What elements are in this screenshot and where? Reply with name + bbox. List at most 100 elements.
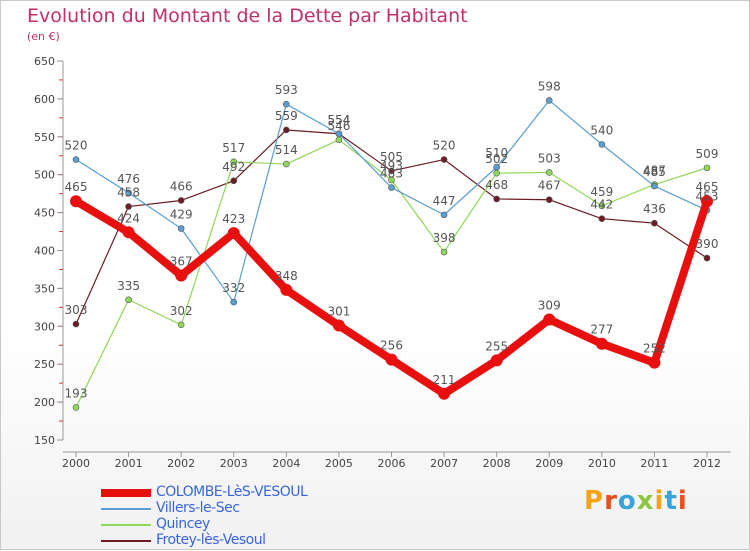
data-label: 520 [65, 139, 88, 153]
data-point [227, 227, 240, 240]
data-point [335, 136, 343, 144]
data-label: 398 [433, 231, 456, 245]
data-point [703, 164, 711, 172]
x-tick-label: 2008 [483, 457, 511, 470]
data-point [493, 163, 500, 171]
y-tick-label: 150 [34, 434, 55, 447]
data-label: 335 [117, 279, 140, 293]
data-label: 554 [327, 113, 350, 127]
legend-swatch [101, 540, 151, 542]
legend-label: Villers-le-Sec [156, 500, 240, 516]
y-tick-label: 650 [34, 55, 55, 68]
data-point [648, 356, 661, 369]
data-label: 540 [590, 123, 613, 137]
data-point [595, 337, 608, 350]
data-point [122, 226, 135, 239]
data-label: 458 [117, 186, 140, 200]
data-label: 509 [696, 147, 719, 161]
legend-swatch [101, 524, 151, 526]
data-label: 554 [327, 113, 350, 127]
data-point [70, 195, 82, 208]
x-tick-label: 2006 [378, 457, 406, 470]
data-label: 436 [643, 202, 666, 216]
y-tick-label: 300 [34, 320, 55, 333]
chart-title: Evolution du Montant de la Dette par Hab… [27, 5, 468, 27]
x-tick-label: 2002 [167, 457, 195, 470]
x-tick-label: 2000 [62, 457, 90, 470]
x-tick-label: 2003 [220, 457, 248, 470]
data-point [388, 176, 395, 184]
legend-label: Frotey-lès-Vesoul [156, 532, 266, 548]
data-label: 252 [643, 342, 666, 356]
data-label: 255 [485, 339, 508, 353]
data-point [703, 254, 711, 262]
x-tick-label: 2009 [535, 457, 563, 470]
data-label: 466 [170, 179, 193, 193]
data-label: 390 [696, 237, 719, 251]
x-tick-label: 2001 [115, 457, 143, 470]
data-label: 503 [538, 151, 561, 165]
data-label: 546 [327, 119, 350, 133]
data-label: 520 [433, 139, 456, 153]
x-tick-label: 2010 [588, 457, 616, 470]
data-label: 348 [275, 269, 298, 283]
data-point [125, 189, 132, 197]
y-tick-label: 450 [34, 207, 55, 220]
data-label: 442 [590, 198, 613, 212]
chart-subtitle: (en €) [27, 30, 60, 43]
legend-swatch [101, 508, 151, 510]
data-label: 429 [170, 208, 193, 222]
data-point [651, 219, 658, 227]
data-point [440, 211, 448, 219]
data-point [493, 195, 500, 203]
data-label: 465 [696, 180, 719, 194]
data-point [388, 167, 395, 175]
data-point [335, 130, 343, 138]
data-label: 332 [222, 281, 245, 295]
data-point [230, 158, 238, 166]
data-point [283, 100, 290, 108]
data-point [175, 269, 188, 282]
data-point [177, 321, 185, 329]
data-point [72, 320, 80, 328]
data-label: 510 [485, 146, 508, 160]
y-tick-label: 200 [34, 396, 55, 409]
data-label: 303 [65, 303, 88, 317]
y-tick-label: 250 [34, 358, 55, 371]
data-label: 453 [696, 189, 719, 203]
y-tick-label: 400 [34, 245, 55, 258]
data-point [385, 353, 398, 366]
data-point [332, 319, 345, 332]
x-tick-label: 2005 [325, 457, 353, 470]
x-tick-label: 2004 [272, 457, 300, 470]
data-point [545, 97, 553, 104]
data-point [490, 354, 503, 367]
data-label: 502 [485, 152, 508, 166]
data-label: 309 [538, 298, 561, 312]
x-tick-label: 2007 [430, 457, 458, 470]
data-label: 517 [222, 141, 245, 155]
data-point [493, 169, 500, 177]
data-point [440, 248, 448, 256]
data-label: 447 [433, 194, 456, 208]
data-point [543, 313, 556, 326]
data-label: 483 [380, 167, 403, 181]
data-point [545, 169, 553, 176]
data-label: 211 [433, 373, 456, 387]
data-point [438, 387, 451, 400]
data-point [125, 203, 132, 210]
data-label: 559 [275, 109, 298, 123]
data-point [598, 141, 606, 148]
data-point [177, 197, 185, 204]
data-label: 193 [65, 386, 88, 400]
data-label: 459 [590, 185, 613, 199]
y-tick-label: 550 [34, 131, 55, 144]
data-point [72, 404, 80, 411]
data-label: 467 [538, 179, 561, 193]
data-point [230, 298, 238, 306]
data-label: 487 [643, 164, 666, 178]
data-label: 301 [327, 305, 350, 319]
data-label: 514 [275, 143, 298, 157]
